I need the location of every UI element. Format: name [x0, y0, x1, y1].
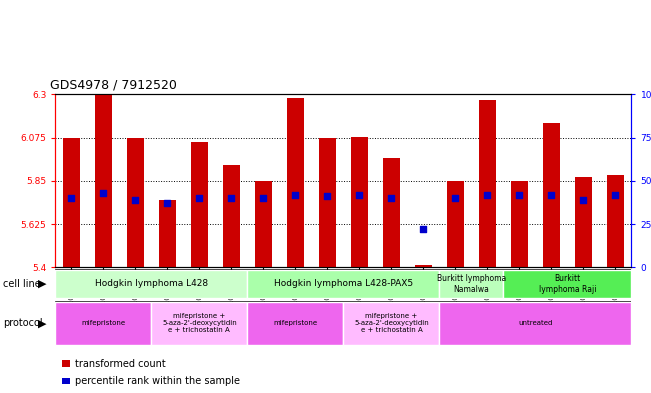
Bar	[55, 301, 151, 345]
Bar	[447, 181, 464, 267]
Bar	[247, 270, 439, 298]
Point	[162, 200, 173, 206]
Text: transformed count: transformed count	[75, 358, 165, 369]
Point	[226, 195, 236, 201]
Bar	[503, 270, 631, 298]
Point	[354, 191, 365, 198]
Text: percentile rank within the sample: percentile rank within the sample	[75, 376, 240, 386]
Bar	[478, 100, 496, 267]
Bar	[439, 270, 503, 298]
Bar	[255, 181, 272, 267]
Text: mifepristone +
5-aza-2'-deoxycytidin
e + trichostatin A: mifepristone + 5-aza-2'-deoxycytidin e +…	[354, 314, 429, 333]
Text: ▶: ▶	[38, 279, 47, 289]
Bar	[575, 177, 592, 267]
Bar	[415, 265, 432, 267]
Text: untreated: untreated	[518, 320, 553, 326]
Point	[194, 195, 204, 201]
Point	[322, 193, 333, 200]
Point	[130, 196, 141, 203]
Text: GDS4978 / 7912520: GDS4978 / 7912520	[49, 79, 176, 92]
Bar	[510, 181, 528, 267]
Bar	[344, 301, 439, 345]
Bar	[543, 123, 561, 267]
Text: cell line: cell line	[3, 279, 41, 289]
Text: ▶: ▶	[38, 318, 47, 328]
Bar	[223, 165, 240, 267]
Bar	[126, 138, 144, 267]
Point	[290, 191, 301, 198]
Text: Hodgkin lymphoma L428: Hodgkin lymphoma L428	[95, 279, 208, 288]
Bar	[286, 98, 304, 267]
Text: Hodgkin lymphoma L428-PAX5: Hodgkin lymphoma L428-PAX5	[274, 279, 413, 288]
Point	[546, 191, 557, 198]
Text: Burkitt
lymphoma Raji: Burkitt lymphoma Raji	[539, 274, 596, 294]
Point	[610, 191, 620, 198]
Point	[98, 190, 109, 196]
Bar	[607, 175, 624, 267]
Point	[418, 226, 428, 232]
Point	[450, 195, 461, 201]
Point	[514, 191, 525, 198]
Bar	[191, 142, 208, 267]
Point	[386, 195, 396, 201]
Bar	[318, 138, 336, 267]
Text: mifepristone: mifepristone	[273, 320, 318, 326]
Bar	[62, 138, 80, 267]
Text: mifepristone: mifepristone	[81, 320, 126, 326]
Text: Burkitt lymphoma
Namalwa: Burkitt lymphoma Namalwa	[437, 274, 506, 294]
Point	[258, 195, 269, 201]
Bar	[383, 158, 400, 267]
Bar	[351, 137, 368, 267]
Bar	[94, 94, 112, 267]
Bar	[159, 200, 176, 267]
Point	[482, 191, 493, 198]
Text: mifepristone +
5-aza-2'-deoxycytidin
e + trichostatin A: mifepristone + 5-aza-2'-deoxycytidin e +…	[162, 314, 237, 333]
Point	[578, 196, 589, 203]
Point	[66, 195, 77, 201]
Text: protocol: protocol	[3, 318, 43, 328]
Bar	[439, 301, 631, 345]
Bar	[151, 301, 247, 345]
Bar	[55, 270, 247, 298]
Bar	[247, 301, 344, 345]
